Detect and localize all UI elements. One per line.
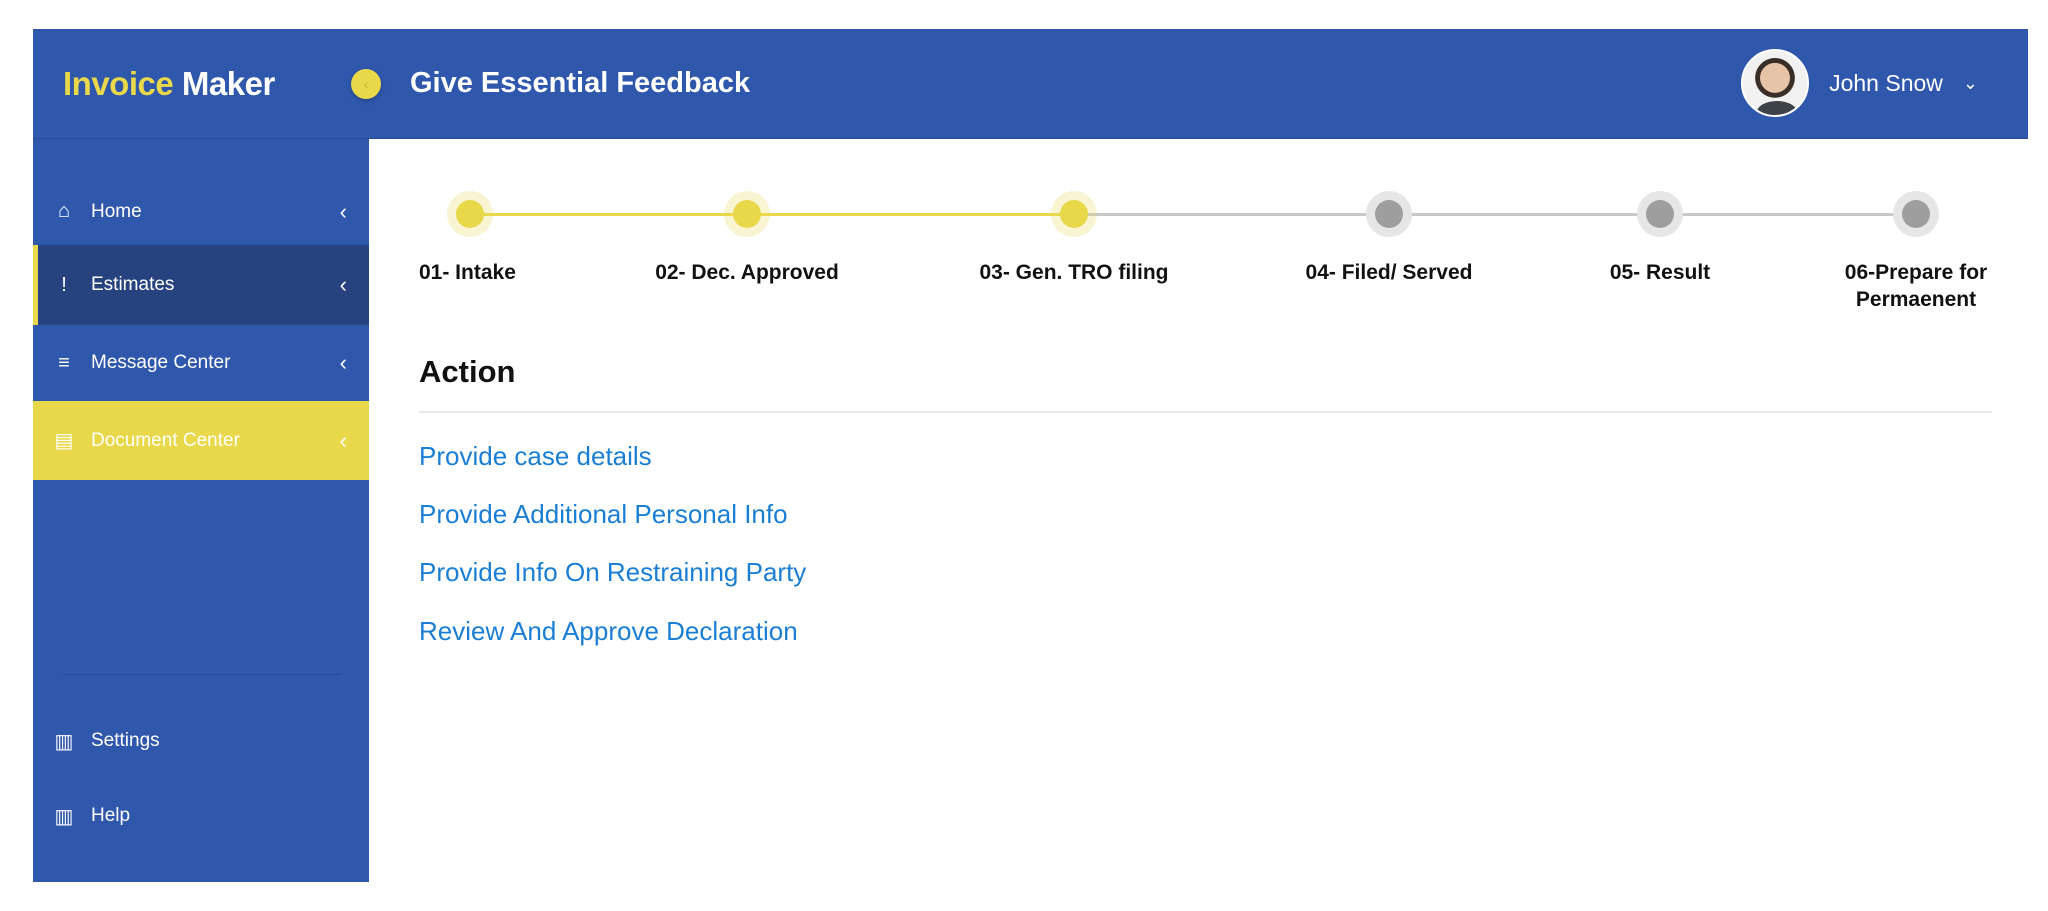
chevron-left-icon: ‹ bbox=[339, 198, 347, 224]
step-6-label: 06-Prepare for Permaenent bbox=[1844, 261, 1988, 311]
link-provide-case-details[interactable]: Provide case details bbox=[419, 441, 652, 471]
chevron-left-icon: ‹ bbox=[339, 350, 347, 375]
sidebar-item-home[interactable]: ⌂ Home ‹ bbox=[33, 174, 369, 249]
clipboard-icon: ▥ bbox=[54, 730, 74, 753]
top-header: Invoice Maker ‹ Give Essential Feedback … bbox=[33, 29, 2028, 139]
step-1-marker[interactable] bbox=[447, 191, 493, 237]
chevron-left-icon: ‹ bbox=[339, 427, 347, 453]
alert-comment-icon: ! bbox=[61, 273, 67, 296]
sidebar-item-message-center[interactable]: ≡ Message Center ‹ bbox=[33, 325, 369, 401]
sidebar: ⌂ Home ‹ ! Estimates ‹ ≡ Message Center ‹ ▤ Doc… bbox=[33, 139, 369, 882]
step-1-label: 01- Intake bbox=[419, 261, 516, 284]
step-6-marker[interactable] bbox=[1893, 191, 1939, 237]
stepper-line-done bbox=[470, 213, 1087, 216]
link-review-approve-declaration[interactable]: Review And Approve Declaration bbox=[419, 616, 798, 646]
action-heading: Action bbox=[419, 354, 516, 389]
chevron-left-icon[interactable]: ‹ bbox=[351, 69, 381, 99]
clipboard-icon: ▥ bbox=[54, 805, 74, 828]
document-icon: ▤ bbox=[54, 430, 74, 452]
message-icon: ≡ bbox=[58, 351, 70, 374]
chevron-left-icon: ‹ bbox=[339, 272, 347, 297]
sidebar-item-settings[interactable]: ▥ Settings bbox=[54, 730, 160, 753]
action-divider bbox=[419, 411, 1992, 413]
step-5-marker[interactable] bbox=[1637, 191, 1683, 237]
step-2-label: 02- Dec. Approved bbox=[655, 261, 839, 284]
chevron-down-icon[interactable]: ⌄ bbox=[1962, 72, 1978, 93]
sidebar-divider bbox=[63, 674, 341, 675]
sidebar-item-document-center[interactable]: ▤ Document Center ‹ bbox=[33, 401, 369, 480]
app-logo[interactable]: Invoice Maker bbox=[63, 65, 275, 102]
sidebar-item-help[interactable]: ▥ Help bbox=[54, 805, 131, 828]
main-content: 01- Intake 02- Dec. Approved 03- Gen. TR… bbox=[369, 139, 2028, 882]
link-additional-personal-info[interactable]: Provide Additional Personal Info bbox=[419, 499, 788, 529]
sidebar-item-estimates[interactable]: ! Estimates ‹ bbox=[33, 245, 369, 325]
step-4-marker[interactable] bbox=[1366, 191, 1412, 237]
home-icon: ⌂ bbox=[57, 200, 71, 222]
page-title: Give Essential Feedback bbox=[410, 67, 751, 99]
stepper-line-pending bbox=[1087, 213, 1917, 216]
user-menu[interactable]: John Snow ⌄ bbox=[1741, 49, 1978, 117]
user-name[interactable]: John Snow bbox=[1829, 69, 1943, 96]
link-restraining-party-info[interactable]: Provide Info On Restraining Party bbox=[419, 557, 807, 587]
step-3-marker[interactable] bbox=[1051, 191, 1097, 237]
step-4-label: 04- Filed/ Served bbox=[1305, 261, 1473, 284]
step-3-label: 03- Gen. TRO filing bbox=[979, 261, 1169, 284]
step-2-marker[interactable] bbox=[724, 191, 770, 237]
step-5-label: 05- Result bbox=[1609, 261, 1711, 284]
avatar[interactable] bbox=[1741, 49, 1810, 117]
